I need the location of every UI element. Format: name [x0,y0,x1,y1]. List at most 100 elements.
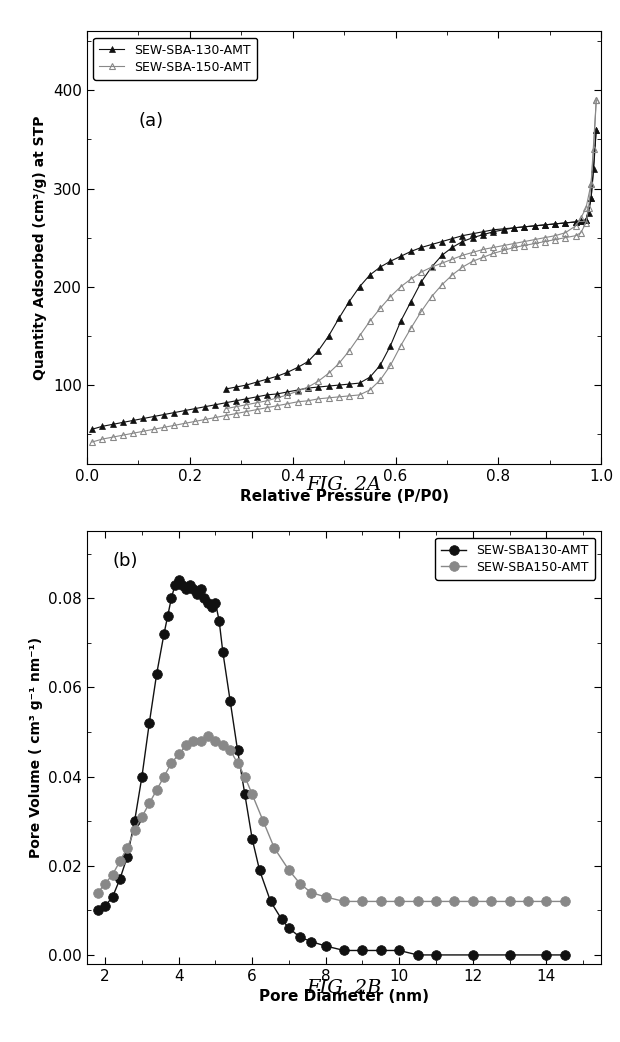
SEW-SBA-150-AMT [418,305,425,318]
SEW-SBA150-AMT [131,824,138,837]
SEW-SBA130-AMT [102,899,109,912]
Line: SEW-SBA-150-AMT: SEW-SBA-150-AMT [89,97,600,446]
SEW-SBA130-AMT [256,864,264,876]
SEW-SBA130-AMT [219,646,226,659]
SEW-SBA150-AMT [469,895,476,908]
X-axis label: Pore Diameter (nm): Pore Diameter (nm) [259,989,429,1004]
Text: FIG. 2A: FIG. 2A [306,476,382,494]
SEW-SBA130-AMT [340,944,348,957]
SEW-SBA-130-AMT [459,235,466,248]
SEW-SBA150-AMT [260,815,267,827]
SEW-SBA150-AMT [249,788,256,800]
SEW-SBA130-AMT [205,596,212,609]
SEW-SBA130-AMT [285,922,293,935]
SEW-SBA-130-AMT [387,340,394,352]
SEW-SBA150-AMT [146,797,153,810]
SEW-SBA130-AMT [215,615,223,627]
SEW-SBA130-AMT [138,770,146,783]
SEW-SBA130-AMT [432,948,440,961]
SEW-SBA130-AMT [190,584,197,596]
SEW-SBA150-AMT [160,770,167,783]
SEW-SBA-150-AMT [593,94,600,106]
SEW-SBA130-AMT [241,788,249,800]
SEW-SBA150-AMT [285,864,293,876]
SEW-SBA130-AMT [197,584,205,596]
Text: (a): (a) [138,113,164,130]
SEW-SBA150-AMT [241,770,249,783]
SEW-SBA150-AMT [561,895,569,908]
SEW-SBA130-AMT [182,584,190,596]
SEW-SBA130-AMT [396,944,403,957]
SEW-SBA150-AMT [451,895,458,908]
SEW-SBA150-AMT [109,868,117,880]
SEW-SBA130-AMT [131,815,138,827]
SEW-SBA150-AMT [138,811,146,823]
SEW-SBA130-AMT [226,695,234,708]
SEW-SBA130-AMT [308,936,315,948]
Legend: SEW-SBA-130-AMT, SEW-SBA-150-AMT: SEW-SBA-130-AMT, SEW-SBA-150-AMT [93,38,257,80]
SEW-SBA130-AMT [249,833,256,845]
SEW-SBA150-AMT [542,895,550,908]
SEW-SBA150-AMT [175,748,182,761]
SEW-SBA130-AMT [193,588,201,600]
SEW-SBA150-AMT [396,895,403,908]
SEW-SBA130-AMT [164,610,171,622]
SEW-SBA150-AMT [123,842,131,854]
SEW-SBA150-AMT [322,891,329,903]
SEW-SBA130-AMT [201,592,208,604]
SEW-SBA150-AMT [524,895,531,908]
SEW-SBA130-AMT [146,717,153,729]
SEW-SBA130-AMT [167,592,175,604]
SEW-SBA-150-AMT [387,359,394,372]
SEW-SBA130-AMT [296,931,304,943]
SEW-SBA-150-AMT [181,417,188,429]
SEW-SBA150-AMT [205,730,212,743]
SEW-SBA150-AMT [234,756,241,769]
SEW-SBA150-AMT [377,895,384,908]
SEW-SBA150-AMT [432,895,440,908]
SEW-SBA130-AMT [186,578,193,591]
SEW-SBA-150-AMT [407,322,415,334]
SEW-SBA130-AMT [123,850,131,863]
SEW-SBA-130-AMT [88,423,95,436]
SEW-SBA-130-AMT [181,404,188,417]
SEW-SBA130-AMT [561,948,569,961]
SEW-SBA130-AMT [175,574,182,587]
SEW-SBA130-AMT [542,948,550,961]
Line: SEW-SBA150-AMT: SEW-SBA150-AMT [93,731,570,907]
SEW-SBA150-AMT [116,855,123,868]
Text: (b): (b) [113,552,138,570]
SEW-SBA150-AMT [359,895,366,908]
Text: FIG. 2B: FIG. 2B [306,979,382,997]
SEW-SBA150-AMT [226,744,234,756]
SEW-SBA130-AMT [116,873,123,886]
SEW-SBA130-AMT [109,891,117,903]
SEW-SBA130-AMT [278,913,285,925]
SEW-SBA130-AMT [377,944,384,957]
SEW-SBA150-AMT [211,735,219,747]
SEW-SBA-130-AMT [593,123,600,135]
SEW-SBA130-AMT [469,948,476,961]
SEW-SBA150-AMT [94,887,102,899]
SEW-SBA-150-AMT [294,396,301,408]
SEW-SBA-150-AMT [459,260,466,273]
Line: SEW-SBA130-AMT: SEW-SBA130-AMT [93,575,570,960]
SEW-SBA150-AMT [270,842,278,854]
SEW-SBA-130-AMT [294,383,301,396]
SEW-SBA150-AMT [340,895,348,908]
SEW-SBA130-AMT [171,578,179,591]
SEW-SBA130-AMT [153,668,161,680]
SEW-SBA130-AMT [414,948,422,961]
SEW-SBA150-AMT [414,895,422,908]
SEW-SBA150-AMT [102,877,109,890]
SEW-SBA-150-AMT [88,436,95,448]
SEW-SBA130-AMT [208,601,216,614]
SEW-SBA130-AMT [322,940,329,952]
SEW-SBA150-AMT [153,784,161,796]
SEW-SBA130-AMT [506,948,513,961]
SEW-SBA150-AMT [182,739,190,751]
SEW-SBA150-AMT [296,877,304,890]
SEW-SBA-130-AMT [407,295,415,307]
SEW-SBA130-AMT [94,904,102,917]
Line: SEW-SBA-130-AMT: SEW-SBA-130-AMT [89,126,600,432]
